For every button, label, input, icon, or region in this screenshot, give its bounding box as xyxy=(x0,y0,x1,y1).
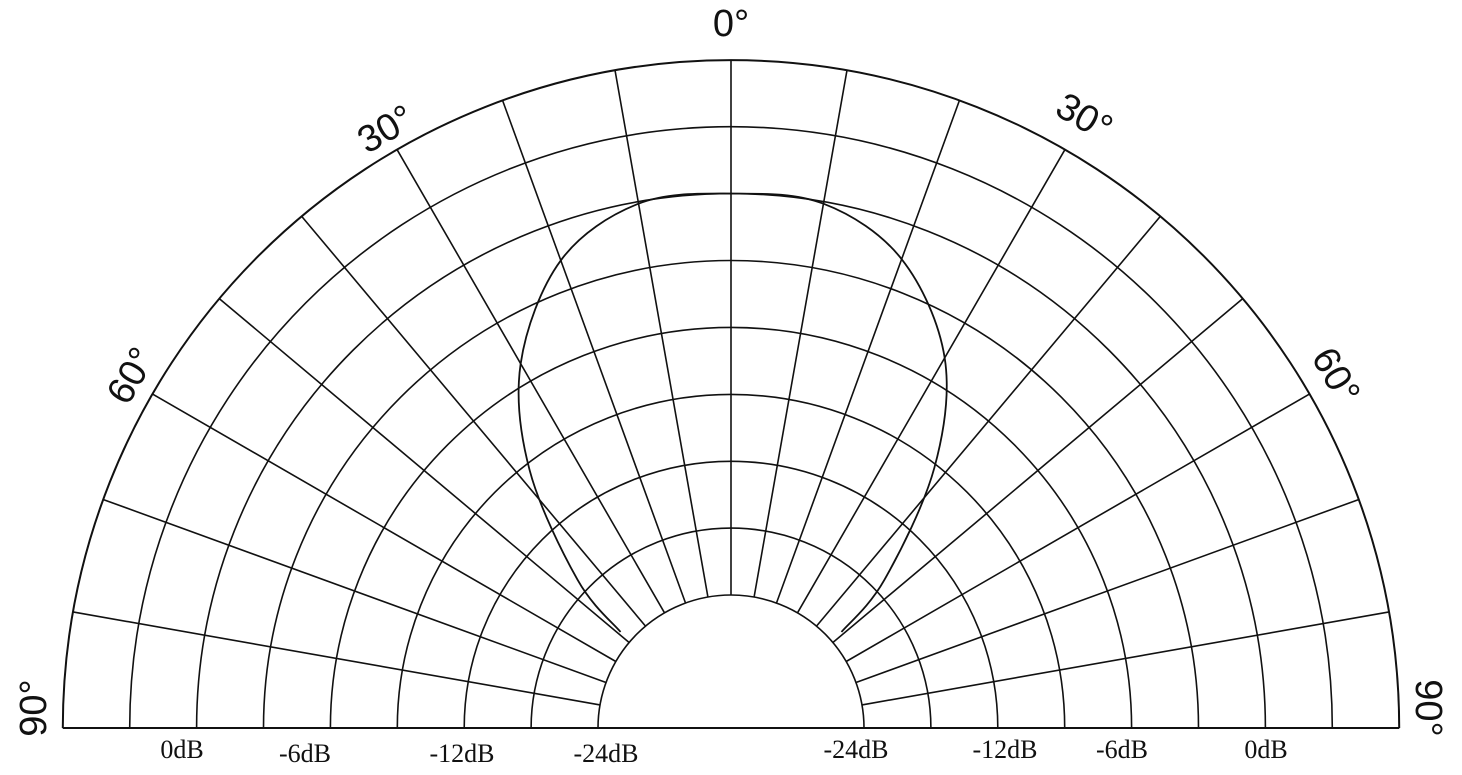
radial-label-right-12db: -12dB xyxy=(973,735,1038,764)
radial-label-right-6db: -6dB xyxy=(1096,735,1148,764)
radial-label-left-6db: -6dB xyxy=(279,739,331,768)
grid-spoke xyxy=(855,498,1360,684)
grid-ring xyxy=(597,594,865,729)
angle-label-90-right: 90° xyxy=(1407,679,1449,736)
pattern-series xyxy=(517,192,948,633)
angle-label-30-right: 30° xyxy=(1049,85,1120,150)
angle-label-60-left: 60° xyxy=(99,341,164,412)
angle-label-90-left: 90° xyxy=(13,679,55,736)
radial-label-left-24db: -24dB xyxy=(574,739,639,768)
angle-label-0: 0° xyxy=(713,3,749,45)
grid-spoke xyxy=(796,148,1066,614)
radial-label-left-0db: 0dB xyxy=(160,735,203,764)
grid-spoke xyxy=(753,69,848,598)
radial-label-left-12db: -12dB xyxy=(430,739,495,768)
grid-spoke xyxy=(218,297,630,644)
grid-spoke xyxy=(396,148,666,614)
grid-spoke xyxy=(151,393,617,663)
grid-spoke xyxy=(102,498,607,684)
radial-label-right-24db: -24dB xyxy=(824,735,889,764)
grid-spoke xyxy=(300,215,647,627)
grid-spoke xyxy=(501,99,687,604)
grid-spoke xyxy=(832,297,1244,644)
radial-label-right-0db: 0dB xyxy=(1244,735,1287,764)
grid-spoke xyxy=(775,99,961,604)
pattern-line xyxy=(517,192,948,633)
polar-grid xyxy=(61,58,1401,729)
grid-spoke xyxy=(845,393,1311,663)
grid-spoke xyxy=(815,215,1162,627)
grid-spoke xyxy=(72,611,601,706)
grid-spoke xyxy=(614,69,709,598)
grid-spoke xyxy=(861,611,1390,706)
angle-label-30-left: 30° xyxy=(351,97,422,162)
